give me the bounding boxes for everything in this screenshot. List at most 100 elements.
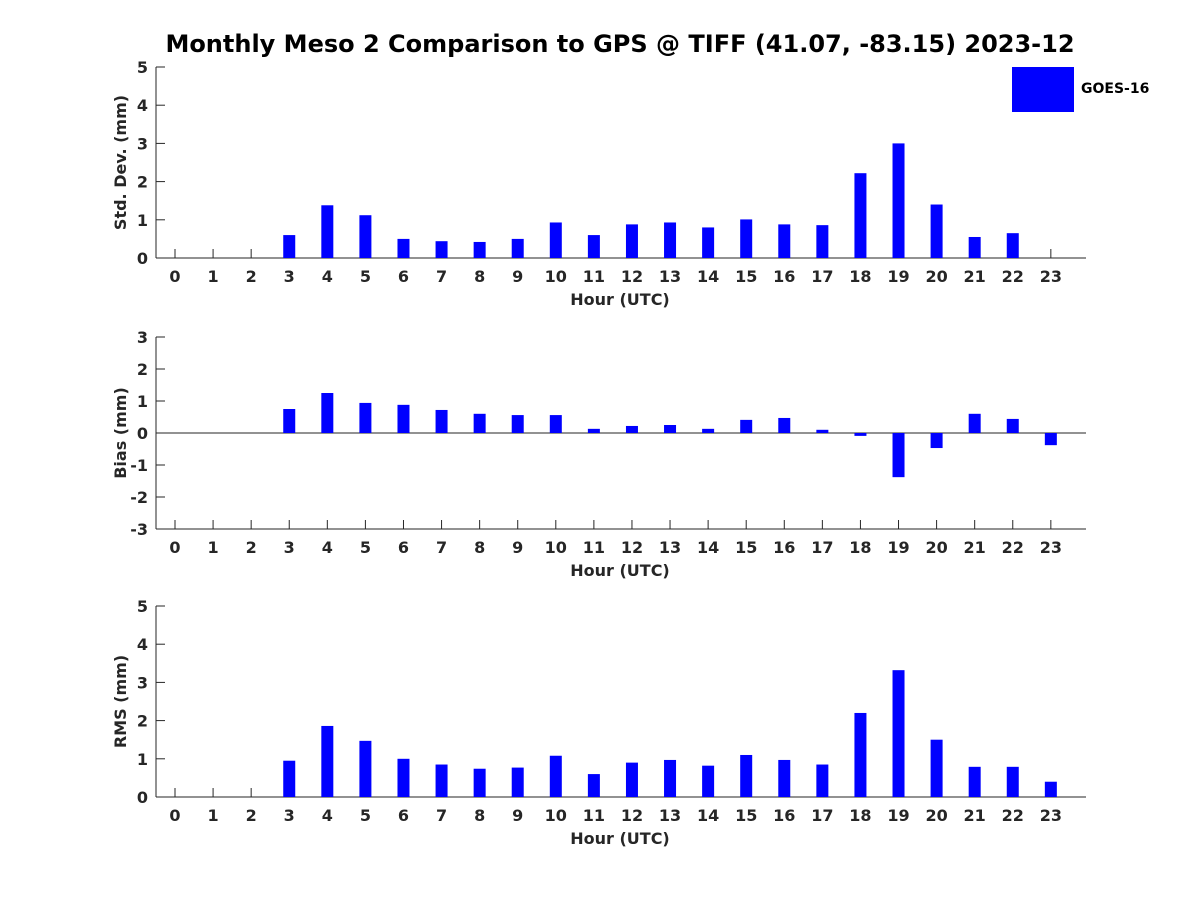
- x-tick-label: 7: [436, 806, 447, 825]
- bar: [930, 433, 943, 449]
- bar: [740, 754, 753, 797]
- y-tick-label: 3: [137, 134, 148, 153]
- legend: GOES-16: [1012, 67, 1172, 113]
- x-tick-label: 19: [887, 806, 909, 825]
- bar: [968, 236, 981, 258]
- bar: [778, 224, 791, 258]
- bar: [435, 409, 448, 433]
- x-tick-label: 9: [512, 806, 523, 825]
- x-tick-label: 16: [773, 267, 795, 286]
- x-tick-label: 11: [583, 267, 605, 286]
- x-tick-label: 15: [735, 538, 757, 557]
- x-tick-label: 20: [925, 806, 947, 825]
- x-tick-label: 0: [169, 538, 180, 557]
- y-tick-label: 4: [137, 96, 148, 115]
- bar: [587, 428, 600, 433]
- x-tick-label: 6: [398, 806, 409, 825]
- x-tick-label: 16: [773, 538, 795, 557]
- bar: [1006, 418, 1019, 433]
- bar: [854, 173, 867, 258]
- x-tick-label: 2: [246, 806, 257, 825]
- legend-label: GOES-16: [1081, 81, 1150, 97]
- bar: [283, 409, 296, 433]
- y-tick-label: 3: [137, 328, 148, 347]
- bar: [397, 758, 410, 797]
- x-tick-label: 20: [925, 267, 947, 286]
- x-tick-label: 23: [1040, 538, 1062, 557]
- bar: [397, 238, 410, 258]
- y-axis-label: Std. Dev. (mm): [111, 95, 130, 230]
- y-tick-label: -3: [130, 520, 148, 539]
- x-tick-label: 10: [545, 538, 567, 557]
- bar: [511, 767, 524, 797]
- bar: [321, 725, 334, 797]
- y-tick-label: 5: [137, 597, 148, 616]
- y-tick-label: 2: [137, 360, 148, 379]
- bar: [968, 766, 981, 797]
- x-tick-label: 3: [284, 538, 295, 557]
- bar: [892, 143, 905, 258]
- y-tick-label: 3: [137, 673, 148, 692]
- x-tick-label: 12: [621, 806, 643, 825]
- bar: [511, 415, 524, 433]
- x-tick-label: 10: [545, 806, 567, 825]
- legend-swatch: [1012, 67, 1074, 112]
- y-tick-label: -2: [130, 488, 148, 507]
- x-tick-label: 18: [849, 806, 871, 825]
- x-tick-label: 5: [360, 267, 371, 286]
- x-tick-label: 11: [583, 538, 605, 557]
- x-tick-label: 7: [436, 538, 447, 557]
- x-tick-label: 8: [474, 806, 485, 825]
- x-axis-label: Hour (UTC): [570, 561, 670, 580]
- x-tick-label: 1: [208, 806, 219, 825]
- bar: [549, 755, 562, 797]
- bar: [702, 227, 715, 258]
- x-tick-label: 21: [964, 806, 986, 825]
- bar: [892, 433, 905, 478]
- bar: [549, 222, 562, 258]
- x-tick-label: 0: [169, 267, 180, 286]
- x-tick-label: 23: [1040, 267, 1062, 286]
- x-tick-label: 4: [322, 806, 333, 825]
- x-tick-label: 18: [849, 267, 871, 286]
- y-tick-label: 0: [137, 249, 148, 268]
- x-tick-label: 4: [322, 267, 333, 286]
- x-tick-label: 19: [887, 538, 909, 557]
- x-tick-label: 6: [398, 538, 409, 557]
- x-tick-label: 20: [925, 538, 947, 557]
- bar: [816, 225, 829, 258]
- bar: [283, 760, 296, 797]
- bar: [435, 764, 448, 797]
- x-tick-label: 14: [697, 538, 719, 557]
- bar: [397, 404, 410, 433]
- x-tick-label: 11: [583, 806, 605, 825]
- x-tick-label: 15: [735, 267, 757, 286]
- x-tick-label: 16: [773, 806, 795, 825]
- bar: [664, 759, 677, 797]
- x-tick-label: 17: [811, 806, 833, 825]
- x-tick-label: 12: [621, 538, 643, 557]
- x-tick-label: 2: [246, 267, 257, 286]
- x-tick-label: 6: [398, 267, 409, 286]
- bar: [511, 238, 524, 258]
- x-tick-label: 21: [964, 267, 986, 286]
- bar: [283, 235, 296, 258]
- x-tick-label: 7: [436, 267, 447, 286]
- y-tick-label: 1: [137, 750, 148, 769]
- bar: [473, 241, 486, 258]
- bar: [321, 393, 334, 433]
- x-tick-label: 13: [659, 267, 681, 286]
- x-tick-label: 22: [1002, 538, 1024, 557]
- bar: [816, 429, 829, 433]
- y-tick-label: -1: [130, 456, 148, 475]
- bar: [1044, 433, 1057, 446]
- bar: [473, 413, 486, 433]
- x-tick-label: 1: [208, 538, 219, 557]
- bar: [740, 419, 753, 433]
- y-tick-label: 0: [137, 424, 148, 443]
- bar: [321, 205, 334, 258]
